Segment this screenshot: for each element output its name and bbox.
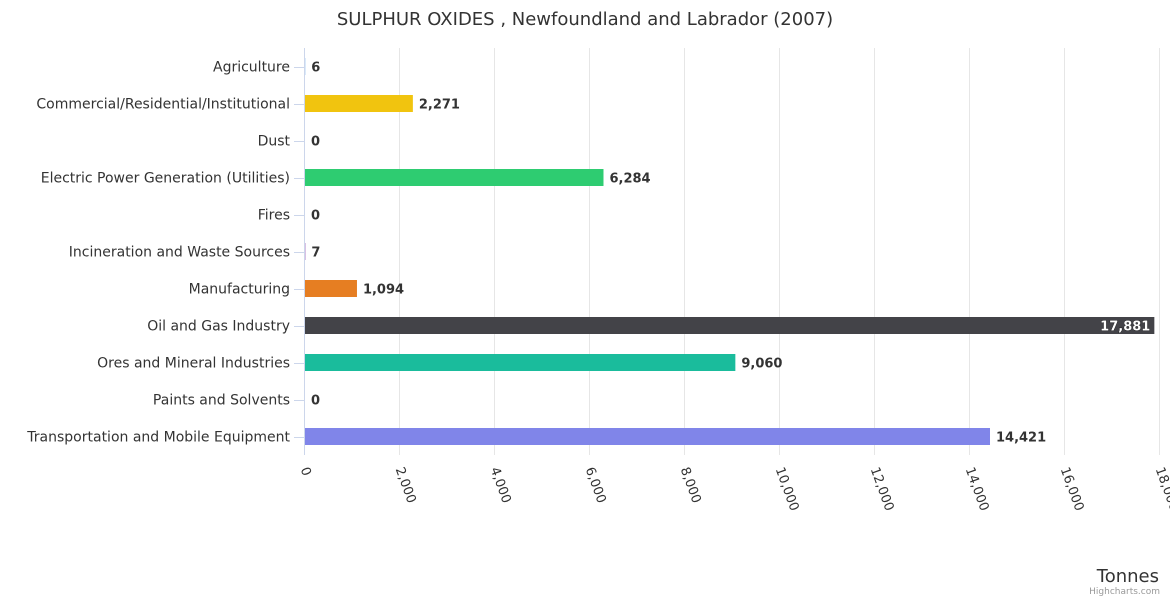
category-label: Fires <box>258 208 290 224</box>
category-label: Transportation and Mobile Equipment <box>26 430 290 446</box>
data-label: 7 <box>311 246 320 261</box>
credits-link[interactable]: Highcharts.com <box>1089 587 1160 597</box>
bar[interactable] <box>305 428 990 445</box>
category-labels: Agriculture Commercial/Residential/Instit… <box>26 60 290 446</box>
data-label: 6 <box>311 61 320 76</box>
data-label: 17,881 <box>1100 320 1150 335</box>
data-label: 2,271 <box>419 98 460 113</box>
grid-lines <box>304 48 1160 455</box>
category-label: Incineration and Waste Sources <box>69 245 290 261</box>
data-label: 6,284 <box>609 172 650 187</box>
data-label: 0 <box>311 135 320 150</box>
bar[interactable] <box>305 354 736 371</box>
axes <box>294 48 305 455</box>
bar[interactable] <box>305 317 1155 334</box>
x-tick-label: 10,000 <box>772 465 802 513</box>
x-tick-label: 0 <box>297 465 314 478</box>
data-label: 9,060 <box>741 357 782 372</box>
x-tick-label: 8,000 <box>677 465 704 505</box>
category-label: Electric Power Generation (Utilities) <box>41 171 290 187</box>
x-tick-label: 12,000 <box>867 465 897 513</box>
x-tick-label: 6,000 <box>582 465 609 505</box>
data-label: 1,094 <box>363 283 404 298</box>
value-axis-title: Tonnes <box>1096 566 1159 587</box>
bar[interactable] <box>305 169 604 186</box>
data-label: 14,421 <box>996 431 1046 446</box>
category-label: Commercial/Residential/Institutional <box>36 97 290 113</box>
bar[interactable] <box>305 95 413 112</box>
x-tick-label: 18,000 <box>1152 465 1170 513</box>
category-label: Oil and Gas Industry <box>147 319 290 335</box>
category-label: Manufacturing <box>189 282 290 298</box>
data-label: 0 <box>311 394 320 409</box>
data-label: 0 <box>311 209 320 224</box>
x-tick-label: 4,000 <box>487 465 514 505</box>
category-label: Paints and Solvents <box>153 393 290 409</box>
bar[interactable] <box>305 280 357 297</box>
x-tick-label: 2,000 <box>392 465 419 505</box>
chart-title: SULPHUR OXIDES , Newfoundland and Labrad… <box>337 9 833 30</box>
category-label: Agriculture <box>213 60 290 76</box>
data-labels: 6 2,271 0 6,284 0 7 1,094 17,881 9,060 0 14,421 <box>311 61 1151 446</box>
x-tick-label: 14,000 <box>962 465 992 513</box>
x-tick-label: 16,000 <box>1057 465 1087 513</box>
category-label: Dust <box>258 134 291 150</box>
tick-labels: 0 2,000 4,000 6,000 8,000 10,000 12,000 14,000 1… <box>297 465 1170 513</box>
category-label: Ores and Mineral Industries <box>97 356 290 372</box>
bar-series <box>305 58 1155 445</box>
